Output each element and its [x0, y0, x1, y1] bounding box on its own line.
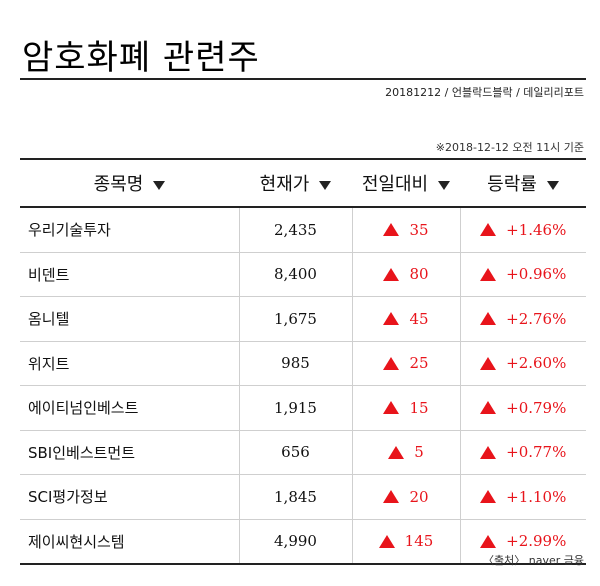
up-triangle-icon: [480, 490, 497, 504]
timestamp-note: ※2018-12-12 오전 11시 기준: [435, 141, 584, 154]
stock-name: 우리기술투자: [20, 207, 239, 253]
up-triangle-icon: [383, 223, 400, 237]
sort-triangle-down-icon[interactable]: [546, 180, 559, 190]
up-triangle-icon: [383, 401, 400, 415]
up-triangle-icon: [480, 401, 497, 415]
stock-price: 985: [238, 341, 352, 386]
stock-name: 비덴트: [20, 252, 239, 297]
table-header-row: 종목명 현재가 전일대비 등락률: [20, 158, 586, 208]
column-header-rate[interactable]: 등락률: [460, 158, 586, 208]
stock-change: 20: [409, 487, 429, 506]
column-header-change[interactable]: 전일대비: [352, 158, 460, 208]
up-triangle-icon: [383, 312, 400, 326]
stock-table: 종목명 현재가 전일대비 등락률 우리기술투자 2,435 35 +1.46% …: [20, 158, 586, 565]
stock-price: 4,990: [238, 519, 352, 565]
stock-rate: +2.99%: [506, 532, 567, 551]
up-triangle-icon: [383, 356, 400, 370]
stock-name: 제이씨현시스템: [20, 519, 239, 565]
stock-name: 에이티넘인베스트: [20, 385, 239, 431]
up-triangle-icon: [480, 534, 497, 548]
table-row: SBI인베스트먼트 656 5 +0.77%: [20, 430, 586, 475]
column-header-label: 현재가: [259, 174, 310, 195]
up-triangle-icon: [480, 312, 497, 326]
table-row: 우리기술투자 2,435 35 +1.46%: [20, 207, 586, 253]
stock-price: 1,845: [238, 474, 352, 520]
sort-triangle-down-icon[interactable]: [438, 180, 451, 190]
stock-name: 위지트: [20, 341, 239, 386]
table-row: 옴니텔 1,675 45 +2.76%: [20, 296, 586, 342]
column-header-price[interactable]: 현재가: [239, 158, 352, 208]
table-row: 비덴트 8,400 80 +0.96%: [20, 252, 586, 297]
up-triangle-icon: [388, 445, 405, 459]
stock-rate: +1.46%: [506, 220, 567, 239]
stock-price: 2,435: [238, 207, 352, 253]
up-triangle-icon: [383, 490, 400, 504]
stock-price: 1,675: [238, 296, 352, 342]
stock-price: 8,400: [238, 252, 352, 297]
table-row: SCI평가정보 1,845 20 +1.10%: [20, 474, 586, 520]
sort-triangle-down-icon[interactable]: [319, 180, 332, 190]
stock-name: SCI평가정보: [20, 474, 239, 520]
column-header-label: 종목명: [93, 174, 144, 195]
stock-rate: +2.76%: [506, 309, 567, 328]
page-title: 암호화폐 관련주: [22, 38, 260, 78]
column-header-label: 등락률: [487, 174, 537, 195]
column-header-name[interactable]: 종목명: [20, 158, 239, 208]
stock-name: 옴니텔: [20, 296, 239, 342]
table-row: 제이씨현시스템 4,990 145 +2.99%: [20, 519, 586, 565]
stock-change: 25: [409, 354, 429, 373]
stock-change: 80: [409, 265, 429, 284]
up-triangle-icon: [480, 445, 497, 459]
stock-rate: +0.77%: [506, 443, 567, 462]
up-triangle-icon: [480, 267, 497, 281]
title-rule: [20, 78, 586, 80]
stock-price: 1,915: [238, 385, 352, 431]
sort-triangle-down-icon[interactable]: [153, 180, 166, 190]
column-header-label: 전일대비: [361, 174, 429, 195]
source-note: 〈출처〉 naver 금융: [483, 554, 584, 567]
byline: 20181212 / 언블락드블락 / 데일리리포트: [385, 86, 584, 99]
up-triangle-icon: [378, 534, 395, 548]
stock-rate: +0.79%: [506, 398, 567, 417]
up-triangle-icon: [383, 267, 400, 281]
stock-change: 5: [414, 443, 424, 462]
stock-change: 45: [409, 309, 429, 328]
stock-price: 656: [238, 430, 352, 475]
table-row: 에이티넘인베스트 1,915 15 +0.79%: [20, 385, 586, 431]
up-triangle-icon: [480, 356, 497, 370]
up-triangle-icon: [480, 223, 497, 237]
stock-rate: +0.96%: [506, 265, 567, 284]
stock-change: 15: [409, 398, 429, 417]
table-row: 위지트 985 25 +2.60%: [20, 341, 586, 386]
stock-name: SBI인베스트먼트: [20, 430, 239, 475]
stock-rate: +2.60%: [506, 354, 567, 373]
stock-change: 35: [409, 220, 429, 239]
stock-rate: +1.10%: [506, 487, 567, 506]
stock-change: 145: [404, 532, 434, 551]
